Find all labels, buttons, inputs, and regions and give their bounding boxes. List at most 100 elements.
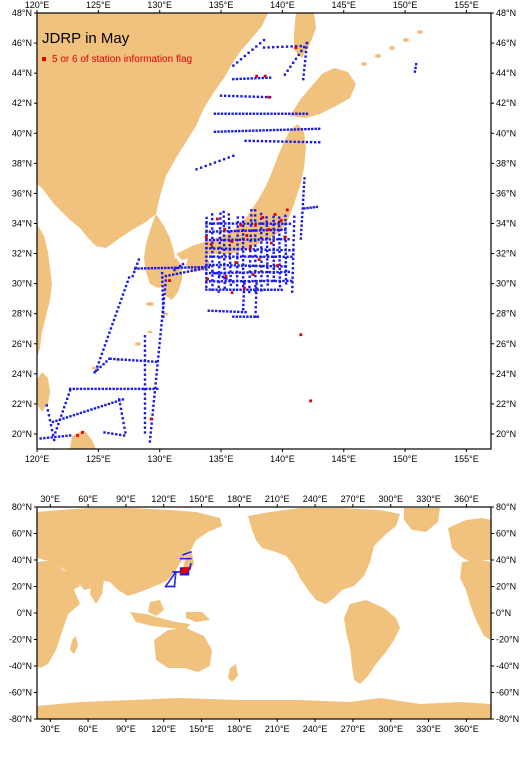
- station: [238, 271, 242, 274]
- station: [252, 139, 255, 143]
- station: [257, 271, 260, 274]
- station: [260, 95, 264, 99]
- land-south-america: [344, 600, 400, 684]
- station: [284, 112, 287, 115]
- station: [298, 112, 302, 115]
- station: [224, 130, 227, 133]
- station: [61, 435, 64, 438]
- global-station: [172, 574, 174, 577]
- station: [215, 288, 218, 291]
- station: [282, 255, 285, 258]
- station: [208, 280, 212, 283]
- station: [219, 222, 222, 225]
- station: [222, 215, 225, 218]
- station: [260, 248, 263, 251]
- station: [112, 318, 116, 322]
- station: [267, 46, 270, 49]
- station: [305, 112, 309, 115]
- station: [103, 344, 107, 347]
- station: [242, 112, 245, 115]
- station: [235, 315, 239, 318]
- station: [118, 402, 122, 406]
- flagged-station: [149, 417, 153, 421]
- bot-x-tick-label: 150°E: [189, 494, 214, 504]
- station: [278, 237, 281, 241]
- flagged-station: [76, 434, 79, 437]
- station: [245, 129, 248, 133]
- station: [224, 280, 227, 283]
- station: [265, 129, 269, 132]
- flagged-station: [276, 264, 279, 267]
- global-station: [183, 557, 185, 560]
- bot-y-tick-label: 0°N: [17, 608, 32, 618]
- station: [208, 263, 212, 267]
- station: [127, 276, 131, 279]
- global-station: [188, 551, 191, 554]
- station: [152, 404, 155, 407]
- station: [239, 315, 242, 318]
- station: [287, 270, 290, 274]
- station: [222, 210, 225, 214]
- global-station: [173, 571, 176, 573]
- station: [232, 247, 236, 251]
- station: [147, 267, 150, 270]
- global-station: [173, 573, 175, 576]
- station: [102, 363, 105, 366]
- station: [211, 283, 214, 287]
- station: [154, 382, 157, 385]
- station: [197, 268, 201, 271]
- station: [284, 222, 288, 225]
- station: [213, 247, 216, 250]
- station: [213, 130, 217, 133]
- station: [205, 242, 208, 245]
- station: [236, 243, 239, 246]
- station: [251, 279, 254, 283]
- station: [243, 282, 246, 285]
- station: [283, 73, 287, 76]
- station: [239, 279, 243, 283]
- station: [290, 128, 293, 131]
- station: [268, 238, 272, 241]
- bot-y-tick-label: -80°N: [9, 714, 32, 724]
- station: [255, 291, 258, 295]
- station: [157, 355, 160, 358]
- station: [268, 76, 272, 79]
- bot-x-tick-label: 90°E: [116, 724, 136, 734]
- station: [124, 284, 128, 288]
- station: [241, 250, 245, 253]
- station: [284, 269, 288, 272]
- station: [245, 112, 248, 115]
- global-station: [189, 567, 191, 569]
- station: [270, 112, 273, 115]
- station: [217, 275, 221, 279]
- station: [220, 271, 223, 275]
- station: [137, 258, 141, 261]
- station: [234, 112, 238, 115]
- station: [293, 215, 296, 219]
- station: [239, 255, 243, 258]
- station: [220, 222, 223, 225]
- global-station: [190, 551, 192, 553]
- station: [227, 217, 231, 221]
- station: [211, 309, 214, 313]
- global-station: [181, 573, 184, 576]
- station: [220, 247, 224, 250]
- station: [45, 404, 49, 407]
- station: [244, 310, 247, 314]
- station: [236, 256, 239, 260]
- top-y-tick-label: 46°N: [496, 38, 516, 48]
- station: [272, 248, 275, 252]
- global-station: [190, 557, 192, 560]
- station: [239, 288, 242, 291]
- top-x-tick-label: 125°E: [86, 454, 111, 464]
- station: [292, 234, 295, 237]
- station: [211, 260, 214, 263]
- top-y-tick-label: 32°N: [12, 249, 32, 259]
- station: [280, 270, 283, 274]
- station: [265, 245, 269, 249]
- station: [233, 229, 237, 233]
- station: [175, 272, 179, 276]
- station: [248, 290, 251, 294]
- top-y-tick-label: 40°N: [12, 128, 32, 138]
- global-map-ticks: 30°E 30°E 60°E 60°E 90°E 90°E 120°E 120°E 150°E 1…: [9, 494, 519, 734]
